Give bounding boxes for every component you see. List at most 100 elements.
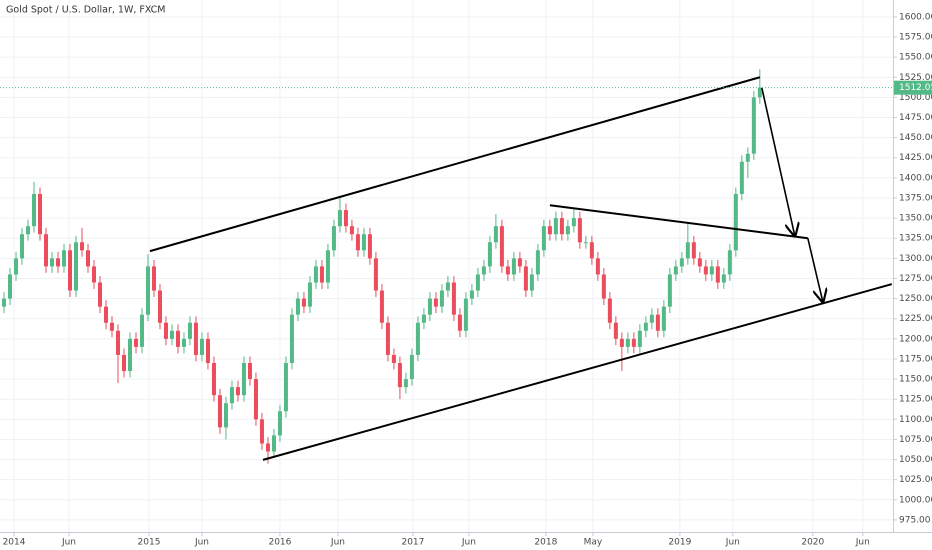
candle-body <box>475 274 480 291</box>
candle-body <box>619 338 624 347</box>
y-tick-label: 1275.00 <box>899 274 932 284</box>
candle-body <box>667 274 672 307</box>
candle-body <box>385 322 390 355</box>
candle-body <box>331 226 336 251</box>
candle-body <box>757 87 762 98</box>
candle-body <box>373 258 378 291</box>
candle-body <box>517 258 522 267</box>
candle-body <box>217 395 222 428</box>
candle-body <box>2 298 7 307</box>
y-tick-label: 1175.00 <box>899 354 932 364</box>
candle-body <box>703 266 708 275</box>
candle-body <box>649 314 654 323</box>
candle-body <box>379 290 384 323</box>
y-tick-label: 1300.00 <box>899 254 932 264</box>
y-tick-label: 1350.00 <box>899 214 932 224</box>
candle-body <box>74 242 79 291</box>
candle-body <box>529 274 534 291</box>
candle-body <box>181 338 186 347</box>
candle-body <box>733 193 738 251</box>
candle-body <box>121 354 126 372</box>
candle-body <box>151 266 156 291</box>
candle-body <box>163 322 168 339</box>
y-tick-label: 1375.00 <box>899 193 932 203</box>
candle-body <box>487 242 492 267</box>
candle-body <box>415 322 420 355</box>
y-tick-label: 1450.00 <box>899 133 932 143</box>
candle-body <box>463 298 468 331</box>
candle-body <box>427 298 432 315</box>
candle-body <box>307 282 312 307</box>
y-tick-label: 1600.00 <box>899 12 932 22</box>
y-tick-label: 1475.00 <box>899 113 932 123</box>
y-tick-label: 1525.00 <box>899 73 932 83</box>
last-price-box <box>894 80 932 95</box>
candle-body <box>481 266 486 275</box>
y-tick-label: 1100.00 <box>899 415 932 425</box>
drawn-arrow <box>807 238 823 302</box>
candle-body <box>739 161 744 194</box>
candle-body <box>211 362 216 396</box>
candle-body <box>337 210 342 227</box>
candle-body <box>655 314 660 331</box>
drawn-arrow <box>761 87 795 236</box>
candle-body <box>445 282 450 291</box>
candle-body <box>553 218 558 235</box>
candle-body <box>38 193 43 235</box>
x-tick-label: 2017 <box>401 538 424 548</box>
candle-body <box>361 234 366 251</box>
y-tick-label: 1400.00 <box>899 173 932 183</box>
candle-body <box>56 258 61 267</box>
candle-body <box>421 314 426 323</box>
x-tick-label: May <box>584 538 603 548</box>
candle-body <box>391 354 396 363</box>
candle-body <box>691 242 696 259</box>
candle-body <box>547 226 552 235</box>
y-tick-label: 1250.00 <box>899 294 932 304</box>
candle-body <box>637 330 642 347</box>
y-tick-label: 1500.00 <box>899 93 932 103</box>
last-price-label: 1512.05 <box>899 83 932 93</box>
candle-body <box>169 330 174 339</box>
candle-body <box>511 258 516 275</box>
candle-body <box>26 226 31 235</box>
y-tick-label: 1050.00 <box>899 455 932 465</box>
candle-body <box>199 338 204 355</box>
y-tick-label: 1200.00 <box>899 334 932 344</box>
candle-body <box>68 250 73 291</box>
candle-body <box>439 290 444 307</box>
candle-body <box>187 322 192 339</box>
candle-body <box>301 298 306 307</box>
candle-body <box>673 266 678 275</box>
candle-body <box>253 379 258 420</box>
candle-body <box>541 226 546 251</box>
candle-body <box>583 242 588 244</box>
candle-body <box>577 218 582 243</box>
x-tick-label: 2018 <box>534 538 557 548</box>
candle-body <box>157 290 162 323</box>
candle-body <box>355 234 360 251</box>
x-tick-label: 2014 <box>3 538 26 548</box>
candle-body <box>505 266 510 275</box>
candle-body <box>271 435 276 452</box>
candle-body <box>625 338 630 347</box>
candle-body <box>229 387 234 404</box>
y-tick-label: 975.00 <box>899 515 931 525</box>
candle-body <box>289 314 294 363</box>
candle-body <box>409 354 414 380</box>
candle-body <box>313 266 318 283</box>
plot <box>0 69 893 464</box>
candle-body <box>139 314 144 347</box>
candle-body <box>283 362 288 412</box>
y-tick-label: 1150.00 <box>899 375 932 385</box>
y-tick-label: 1000.00 <box>899 495 932 505</box>
candle-body <box>403 379 408 388</box>
candle-body <box>79 242 84 251</box>
candle-body <box>679 258 684 267</box>
candle-body <box>97 282 102 307</box>
candle-body <box>589 242 594 259</box>
candle-body <box>349 226 354 235</box>
candle-body <box>535 250 540 275</box>
